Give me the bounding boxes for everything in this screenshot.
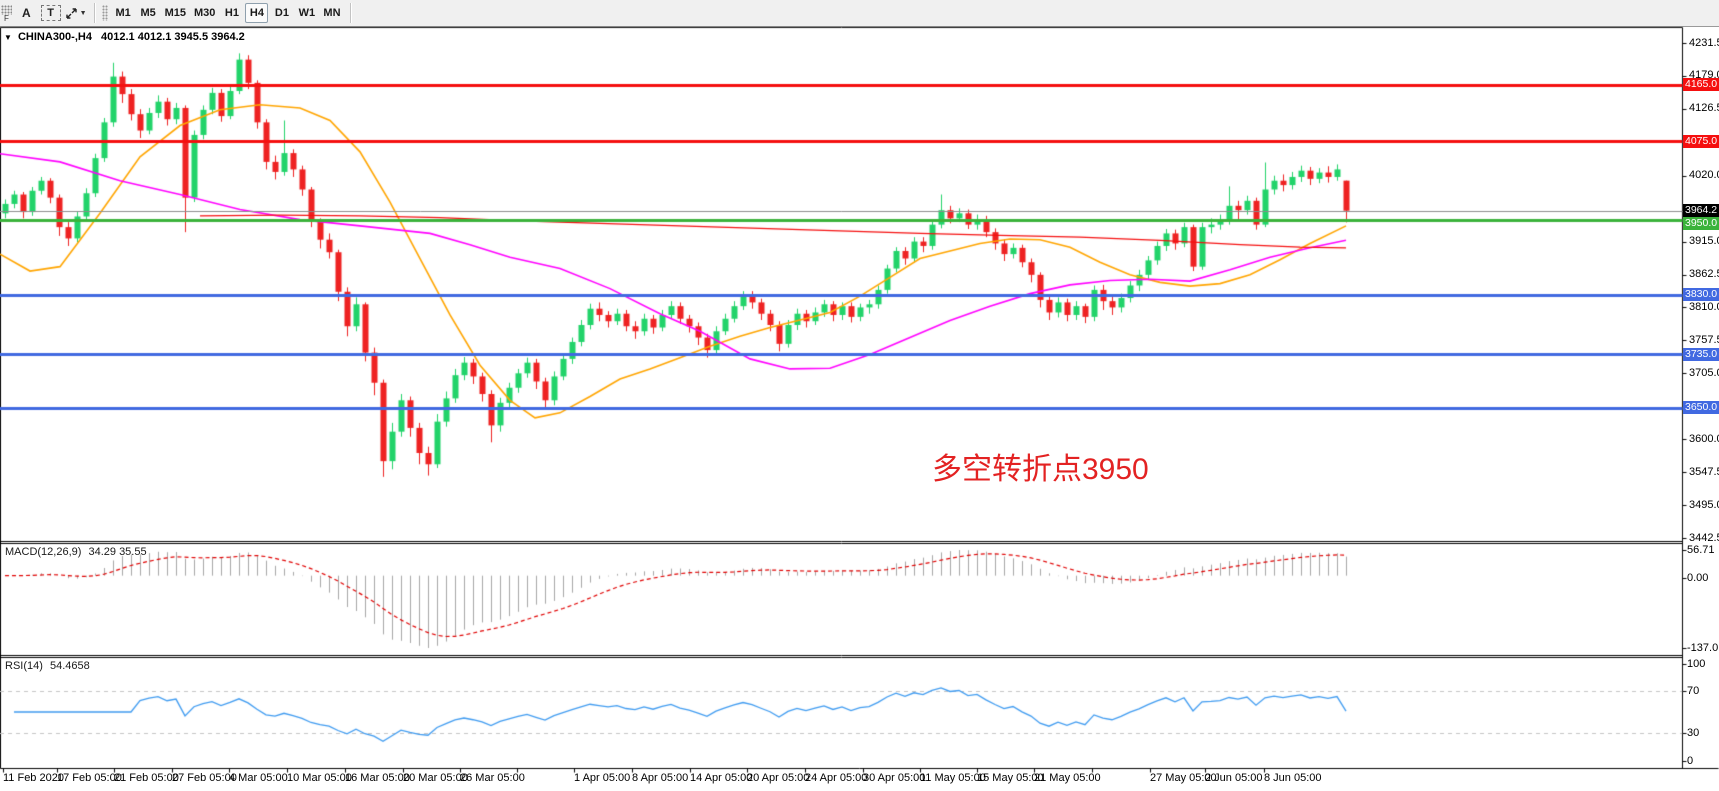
price-tick-label: 3757.5 <box>1689 333 1719 346</box>
indicator-axis-label: 30 <box>1687 726 1700 739</box>
rsi-name: RSI(14) <box>5 660 43 672</box>
date-label: 15 May 05:00 <box>977 772 1044 784</box>
macd-indicator-label: MACD(12,26,9) 34.29 35.55 <box>5 546 147 558</box>
ohlc-values: 4012.1 4012.1 3945.5 3964.2 <box>101 31 245 43</box>
macd-current-values: 34.29 35.55 <box>88 546 147 558</box>
macd-name: MACD(12,26,9) <box>5 546 82 558</box>
indicator-axis-label: 56.71 <box>1687 543 1715 556</box>
date-label: 1 Apr 05:00 <box>574 772 631 784</box>
indicator-axis-label: 70 <box>1687 684 1700 697</box>
date-label: 14 Apr 05:00 <box>690 772 753 784</box>
price-tick-label: 3705.0 <box>1689 366 1719 379</box>
date-label: 21 May 05:00 <box>1034 772 1101 784</box>
date-label: 2 Jun 05:00 <box>1205 772 1263 784</box>
price-tick-label: 3442.5 <box>1689 531 1719 544</box>
price-tick-label: 4020.0 <box>1689 169 1719 182</box>
date-label: 17 Feb 05:00 <box>57 772 122 784</box>
date-label: 20 Apr 05:00 <box>747 772 810 784</box>
date-label: 20 Mar 05:00 <box>403 772 468 784</box>
rsi-current-value: 54.4658 <box>49 660 90 672</box>
date-label: 8 Jun 05:00 <box>1264 772 1322 784</box>
price-line-badge: 3950.0 <box>1683 217 1719 231</box>
price-line-badge: 3964.2 <box>1683 204 1719 218</box>
chart-title: ▼ CHINA300-,H4 4012.1 4012.1 3945.5 3964… <box>4 31 245 43</box>
price-line-badge: 3830.0 <box>1683 288 1719 302</box>
price-line-badge: 3650.0 <box>1683 401 1719 415</box>
price-tick-label: 3547.5 <box>1689 465 1719 478</box>
date-label: 21 Feb 05:00 <box>114 772 179 784</box>
indicator-axis-label: -137.01 <box>1687 641 1719 654</box>
date-label: 8 Apr 05:00 <box>632 772 689 784</box>
date-label: 27 May 05:00 <box>1150 772 1217 784</box>
date-label: 11 Feb 2020 <box>3 772 64 784</box>
price-tick-label: 3810.0 <box>1689 300 1719 313</box>
date-label: 26 Mar 05:00 <box>460 772 525 784</box>
date-label: 16 Mar 05:00 <box>345 772 410 784</box>
symbol-name: CHINA300-,H4 <box>17 31 92 43</box>
indicator-axis-label: 0.00 <box>1687 571 1709 584</box>
price-line-badge: 4075.0 <box>1683 134 1719 148</box>
date-label: 4 Mar 05:00 <box>229 772 288 784</box>
chart-annotation-text: 多空转折点3950 <box>932 453 1149 486</box>
date-label: 11 May 05:00 <box>920 772 986 784</box>
symbol-dropdown-icon[interactable]: ▼ <box>4 33 12 42</box>
indicator-axis-label: 100 <box>1687 657 1706 670</box>
date-label: 27 Feb 05:00 <box>172 772 237 784</box>
price-line-badge: 4165.0 <box>1683 78 1719 92</box>
date-label: 24 Apr 05:00 <box>805 772 868 784</box>
price-tick-label: 4231.5 <box>1689 36 1719 49</box>
indicator-axis-label: 0 <box>1687 754 1694 767</box>
date-label: 10 Mar 05:00 <box>287 772 352 784</box>
price-tick-label: 3495.0 <box>1689 498 1719 511</box>
price-tick-label: 3862.5 <box>1689 268 1719 280</box>
price-tick-label: 4126.5 <box>1689 102 1719 115</box>
price-tick-label: 3915.0 <box>1689 235 1719 248</box>
price-tick-label: 3600.0 <box>1689 432 1719 445</box>
rsi-indicator-label: RSI(14) 54.4658 <box>5 660 90 672</box>
date-label: 30 Apr 05:00 <box>863 772 926 784</box>
price-line-badge: 3735.0 <box>1683 347 1719 361</box>
